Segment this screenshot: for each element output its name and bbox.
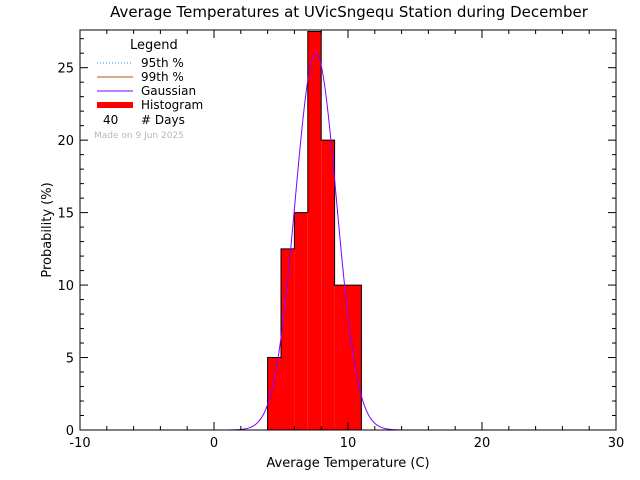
y-tick-label: 20 <box>57 134 74 149</box>
histogram-bar <box>334 285 348 430</box>
histogram-bar <box>281 248 295 430</box>
legend-days-label: # Days <box>141 113 185 127</box>
x-tick-label: 0 <box>210 436 218 451</box>
legend-label-95th: 95th % <box>141 56 184 70</box>
x-axis-label: Average Temperature (C) <box>266 456 429 471</box>
legend-label-gaussian: Gaussian <box>141 84 196 98</box>
y-tick-label: 10 <box>57 279 74 294</box>
y-tick-label: 15 <box>57 207 74 222</box>
histogram-bar <box>267 357 281 430</box>
legend-label-99th: 99th % <box>141 70 184 84</box>
x-tick-label: 30 <box>608 436 625 451</box>
legend-title: Legend <box>130 38 178 53</box>
histogram-bar <box>294 212 308 430</box>
legend-days-value: 40 <box>103 113 118 127</box>
x-tick-label: 10 <box>340 436 357 451</box>
x-tick-label: 20 <box>474 436 491 451</box>
watermark-made-on: Made on 9 Jun 2025 <box>94 131 184 141</box>
chart-title: Average Temperatures at UVicSngequ Stati… <box>110 3 589 21</box>
y-tick-label: 0 <box>66 424 74 439</box>
histogram-bar <box>321 140 335 430</box>
x-tick-label: -10 <box>69 436 90 451</box>
histogram-outline <box>267 30 362 430</box>
legend: Legend 95th % 99th % Gaussian Histogram … <box>94 38 203 141</box>
histogram-bar <box>348 285 362 430</box>
y-axis-label: Probability (%) <box>40 182 55 277</box>
y-tick-label: 25 <box>57 62 74 77</box>
legend-label-histogram: Histogram <box>141 98 203 112</box>
y-tick-label: 5 <box>66 352 74 367</box>
gaussian-curve <box>211 52 420 431</box>
histogram-bar <box>307 31 322 430</box>
plot-area <box>211 30 420 431</box>
